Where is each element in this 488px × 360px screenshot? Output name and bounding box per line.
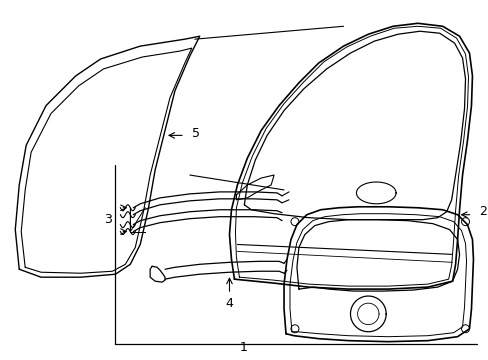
Text: 3: 3: [104, 213, 112, 226]
Text: 5: 5: [191, 127, 200, 140]
Text: 4: 4: [225, 297, 233, 310]
Text: 2: 2: [478, 205, 486, 218]
Text: 1: 1: [240, 341, 247, 354]
